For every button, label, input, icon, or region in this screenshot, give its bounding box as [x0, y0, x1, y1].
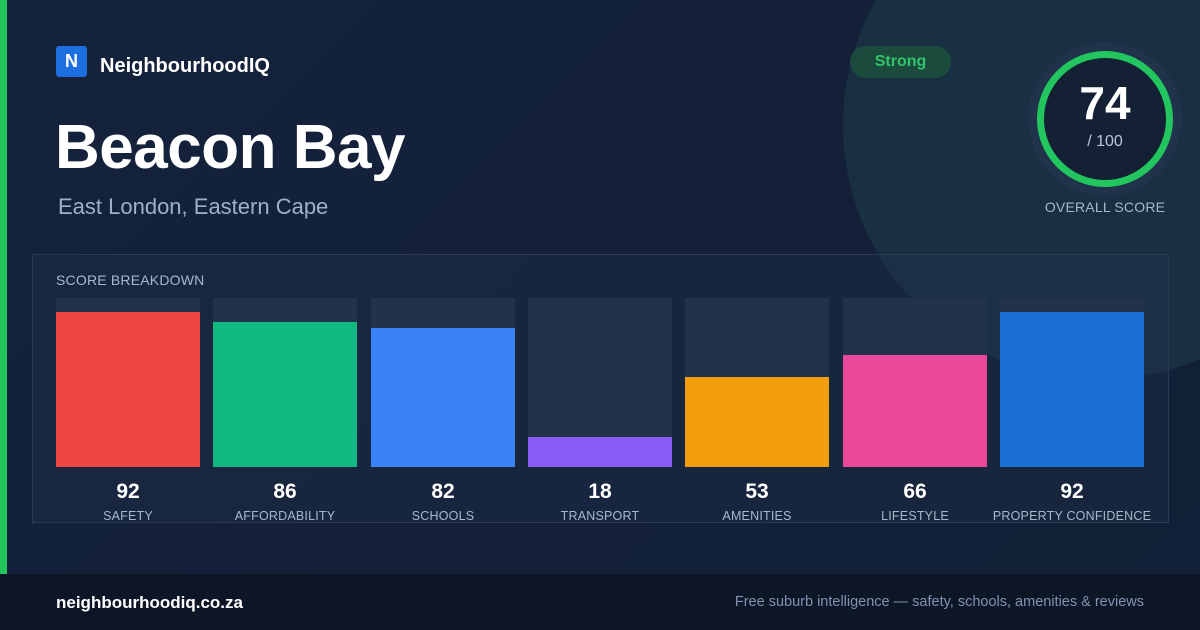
footer-domain[interactable]: neighbourhoodiq.co.za	[56, 593, 243, 612]
breakdown-title: SCORE BREAKDOWN	[56, 272, 205, 288]
bar-label: AFFORDABILITY	[234, 509, 336, 523]
footer: neighbourhoodiq.co.za Free suburb intell…	[0, 574, 1200, 630]
bar-value: 53	[745, 480, 769, 503]
overall-score-max: / 100	[1087, 133, 1123, 150]
brand-name: NeighbourhoodIQ	[100, 55, 270, 77]
suburb-title: Beacon Bay	[55, 113, 405, 182]
bar-fill	[371, 328, 515, 467]
bar-fill	[843, 355, 987, 467]
bar-value: 92	[1060, 480, 1084, 503]
bar-track	[685, 298, 829, 467]
bar-label: LIFESTYLE	[881, 509, 949, 523]
bar-track	[528, 298, 672, 467]
bar-value: 82	[431, 480, 455, 503]
overall-score-ring: 74 / 100	[1028, 42, 1182, 196]
bar-label: SAFETY	[103, 509, 153, 523]
overall-score-caption: OVERALL SCORE	[1044, 199, 1166, 215]
brand-logo-icon: N	[56, 46, 87, 77]
bar-track	[371, 298, 515, 467]
bar-fill	[1000, 312, 1144, 467]
brand[interactable]: N NeighbourhoodIQ	[56, 46, 270, 77]
bar-value: 18	[588, 480, 612, 503]
accent-bar	[0, 0, 7, 574]
bar-fill	[213, 322, 357, 467]
bar-value: 86	[273, 480, 297, 503]
bar-track	[1000, 298, 1144, 467]
bar-track	[213, 298, 357, 467]
score-breakdown-panel: SCORE BREAKDOWN 92 SAFETY 86 AFFORDABILITY 8…	[32, 254, 1169, 523]
bar-label: SCHOOLS	[411, 509, 475, 523]
bar-label: AMENITIES	[722, 509, 792, 523]
bar-track	[56, 298, 200, 467]
bar-value: 66	[903, 480, 927, 503]
overall-score-value: 74	[1079, 77, 1131, 129]
bar-fill	[528, 437, 672, 467]
bar-label: TRANSPORT	[560, 509, 640, 523]
bar-track	[843, 298, 987, 467]
score-ring	[1037, 51, 1173, 187]
rating-badge: Strong	[850, 46, 951, 78]
footer-tagline: Free suburb intelligence — safety, schoo…	[734, 594, 1144, 610]
bar-fill	[685, 377, 829, 467]
bar-fill	[56, 312, 200, 467]
bar-value: 92	[116, 480, 140, 503]
bar-label: PROPERTY CONFIDENCE	[992, 509, 1152, 523]
suburb-location: East London, Eastern Cape	[58, 194, 329, 219]
